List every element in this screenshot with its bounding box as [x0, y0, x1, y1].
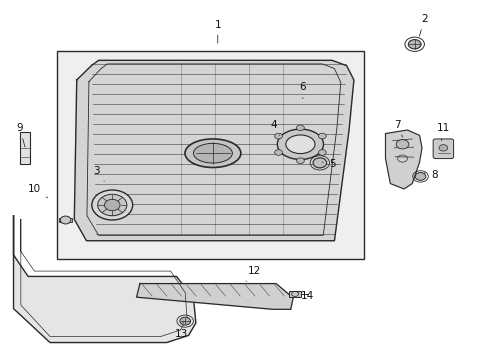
Circle shape — [180, 317, 190, 325]
FancyBboxPatch shape — [432, 139, 453, 158]
Bar — [20, 132, 30, 164]
Ellipse shape — [193, 143, 232, 163]
Circle shape — [312, 158, 326, 168]
Polygon shape — [385, 130, 421, 189]
Circle shape — [296, 125, 304, 131]
Circle shape — [318, 150, 325, 156]
Polygon shape — [136, 284, 292, 309]
Text: 13: 13 — [174, 322, 187, 339]
Ellipse shape — [285, 135, 314, 154]
Text: 6: 6 — [299, 82, 305, 99]
Circle shape — [407, 40, 420, 49]
Circle shape — [92, 190, 132, 220]
Bar — [288, 291, 300, 297]
Circle shape — [60, 216, 71, 224]
Text: 3: 3 — [93, 166, 104, 181]
Circle shape — [395, 140, 408, 149]
Circle shape — [274, 133, 282, 139]
Circle shape — [104, 199, 120, 211]
Circle shape — [98, 194, 126, 216]
Circle shape — [274, 150, 282, 156]
Circle shape — [414, 172, 425, 180]
Polygon shape — [74, 60, 353, 241]
Text: 2: 2 — [419, 14, 427, 36]
Text: 9: 9 — [17, 123, 25, 147]
Circle shape — [438, 145, 447, 151]
Text: 11: 11 — [436, 123, 449, 141]
Bar — [57, 51, 363, 258]
Text: 1: 1 — [214, 19, 221, 43]
Text: 4: 4 — [270, 120, 279, 135]
Text: 14: 14 — [297, 291, 314, 301]
Polygon shape — [14, 216, 196, 342]
Text: 10: 10 — [28, 184, 47, 198]
Text: 5: 5 — [322, 159, 335, 169]
Ellipse shape — [184, 139, 241, 167]
Ellipse shape — [277, 129, 323, 159]
Text: 12: 12 — [245, 266, 260, 282]
Circle shape — [318, 133, 325, 139]
Text: 7: 7 — [393, 120, 402, 137]
Bar — [59, 218, 72, 222]
Circle shape — [296, 158, 304, 163]
Text: 8: 8 — [424, 170, 437, 180]
